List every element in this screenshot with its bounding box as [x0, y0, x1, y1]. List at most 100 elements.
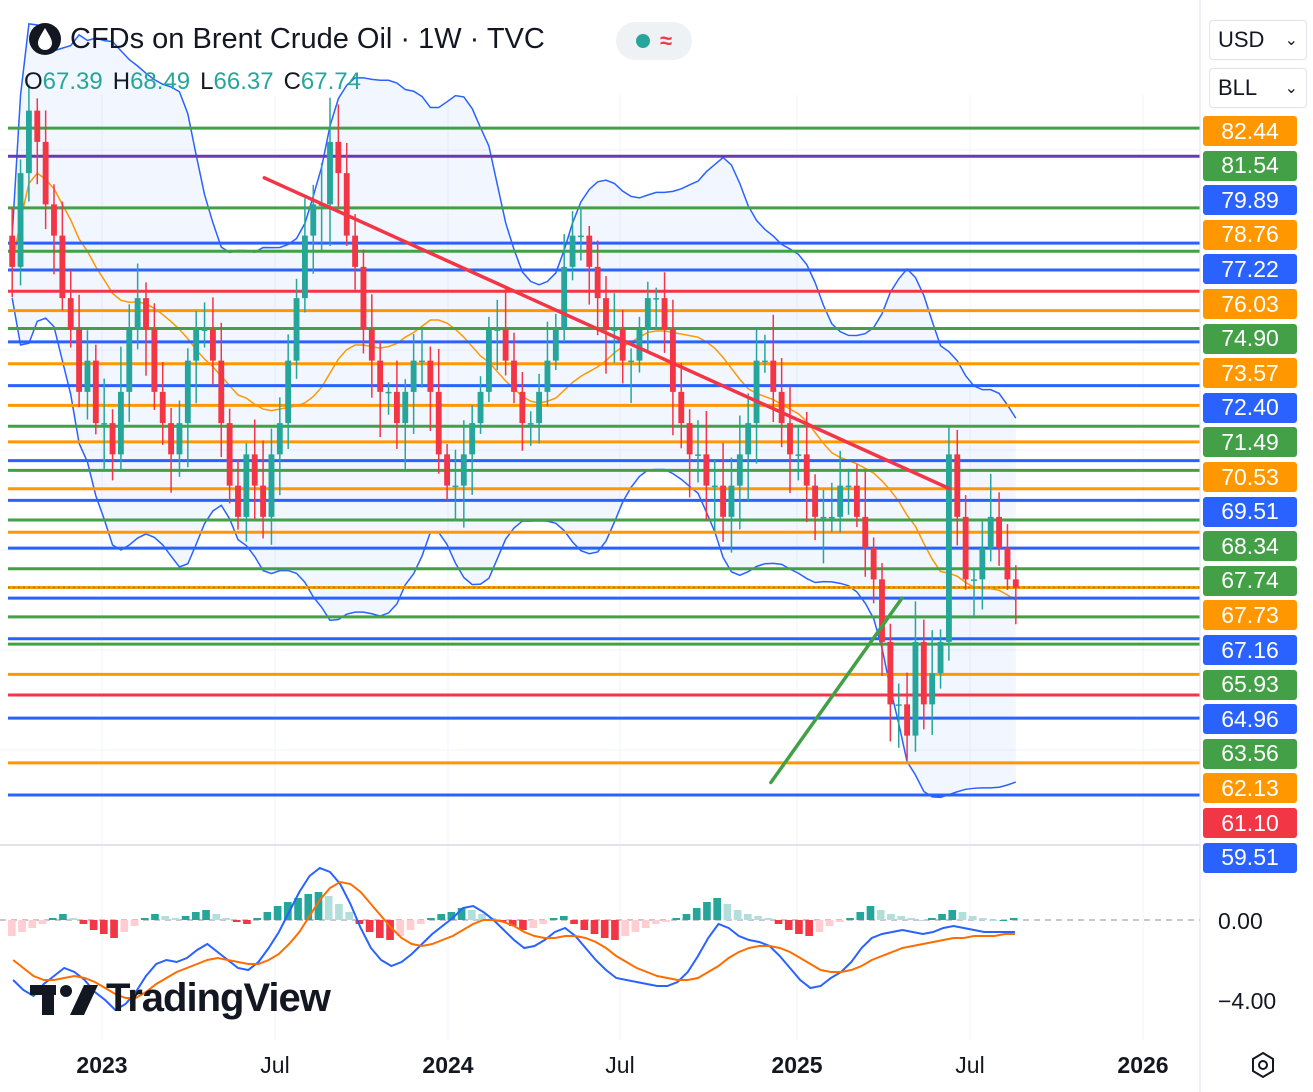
macd-histogram-bar: [437, 914, 445, 920]
macd-histogram-bar: [682, 914, 691, 920]
candle-body: [845, 485, 852, 488]
candle-body: [352, 235, 359, 267]
macd-histogram-bar: [795, 920, 803, 934]
candle-body: [544, 360, 551, 392]
currency-select[interactable]: USD ⌄: [1209, 20, 1307, 60]
macd-histogram-bar: [611, 920, 619, 940]
macd-histogram-bar: [355, 920, 364, 924]
candle-body: [812, 485, 819, 517]
macd-histogram-bar: [764, 918, 773, 920]
macd-histogram-bar: [887, 914, 895, 920]
candle-body: [151, 329, 158, 392]
candle-body: [887, 641, 894, 705]
market-open-dot-icon: [635, 34, 650, 48]
price-level-badge: 67.74: [1203, 565, 1297, 596]
candle-body: [209, 329, 216, 361]
candle-body: [628, 360, 635, 363]
price-level-badge: 68.34: [1203, 531, 1297, 562]
macd-histogram-bar: [140, 918, 149, 920]
ohlc-legend: O67.39 H68.49 L66.37 C67.74: [24, 68, 361, 95]
price-level-badge: 81.54: [1203, 150, 1297, 181]
candle-body: [971, 579, 977, 581]
price-level-badge: 63.56: [1203, 738, 1297, 769]
candle-body: [778, 391, 785, 424]
candle-body: [703, 454, 710, 486]
candle-body: [226, 423, 233, 486]
candle-body: [410, 360, 417, 392]
price-level-badge: 61.10: [1203, 808, 1297, 838]
price-level-badge: 69.51: [1203, 496, 1297, 527]
macd-histogram-bar: [273, 906, 282, 920]
macd-histogram-bar: [110, 920, 118, 938]
macd-histogram-bar: [713, 898, 721, 920]
macd-histogram-bar: [345, 912, 353, 920]
candle-body: [536, 391, 543, 424]
macd-histogram-bar: [161, 916, 169, 920]
macd-histogram-bar: [171, 918, 180, 920]
macd-histogram-bar: [907, 918, 916, 920]
open-value: 67.39: [42, 68, 103, 95]
low-value: 66.37: [213, 68, 274, 95]
price-level-badge: 65.93: [1203, 669, 1297, 700]
time-axis-label: Jul: [260, 1052, 290, 1078]
candle-body: [34, 110, 41, 142]
macd-histogram-bar: [866, 906, 875, 920]
tradingview-logo[interactable]: TradingView: [30, 976, 331, 1021]
candle-body: [770, 360, 777, 392]
candle-body: [419, 360, 425, 363]
macd-histogram-bar: [386, 920, 394, 940]
candle-body: [485, 329, 492, 392]
price-level-badge: 62.13: [1203, 773, 1297, 804]
candle-body: [686, 423, 693, 455]
macd-histogram-bar: [232, 920, 241, 922]
candle-body: [235, 485, 241, 517]
candle-body: [17, 173, 24, 267]
macd-histogram-bar: [539, 920, 548, 924]
macd-histogram-bar: [989, 920, 997, 921]
candle-body: [343, 173, 350, 236]
macd-histogram-bar: [38, 920, 47, 924]
macd-histogram-bar: [151, 914, 159, 920]
bollinger-upper-line: [11, 23, 1017, 419]
macd-histogram-bar: [69, 918, 77, 920]
macd-axis-label: −4.00: [1218, 988, 1277, 1014]
macd-histogram-bar: [1009, 918, 1018, 920]
candle-body: [728, 485, 735, 517]
macd-histogram-bar: [876, 910, 885, 920]
price-level-badge: 76.03: [1203, 289, 1297, 319]
macd-histogram-bar: [253, 918, 261, 920]
candle-body: [427, 360, 434, 392]
unit-select[interactable]: BLL ⌄: [1209, 68, 1307, 108]
candle-body: [101, 423, 108, 425]
macd-histogram-bar: [938, 914, 946, 920]
macd-histogram-bar: [18, 920, 26, 932]
macd-histogram-bar: [856, 912, 865, 920]
candle-body: [117, 391, 124, 455]
price-level-badge: 67.73: [1203, 600, 1297, 631]
candle-body: [67, 298, 74, 330]
candle-body: [243, 454, 250, 517]
candle-body: [9, 235, 16, 267]
settings-gear-icon[interactable]: [1248, 1050, 1278, 1080]
macd-histogram-bar: [304, 894, 313, 920]
market-status[interactable]: ≈: [616, 22, 692, 60]
macd-histogram-bar: [662, 920, 670, 922]
macd-histogram-bar: [692, 908, 701, 920]
candle-body: [837, 485, 844, 517]
candle-body: [159, 391, 166, 424]
candle-body: [661, 298, 668, 330]
candle-body: [577, 235, 584, 238]
macd-histogram-bar: [365, 920, 374, 932]
candle-body: [444, 454, 451, 486]
candle-body: [92, 360, 99, 424]
symbol-title[interactable]: CFDs on Brent Crude Oil · 1W · TVC: [70, 22, 545, 55]
macd-histogram-bar: [396, 920, 405, 936]
price-level-badge: 82.44: [1203, 116, 1297, 146]
candle-body: [385, 391, 392, 394]
macd-histogram-bar: [263, 912, 272, 920]
time-axis-label: Jul: [955, 1052, 985, 1078]
price-level-badge: 59.51: [1203, 842, 1297, 873]
candle-body: [979, 548, 986, 580]
macd-histogram-bar: [948, 910, 957, 920]
